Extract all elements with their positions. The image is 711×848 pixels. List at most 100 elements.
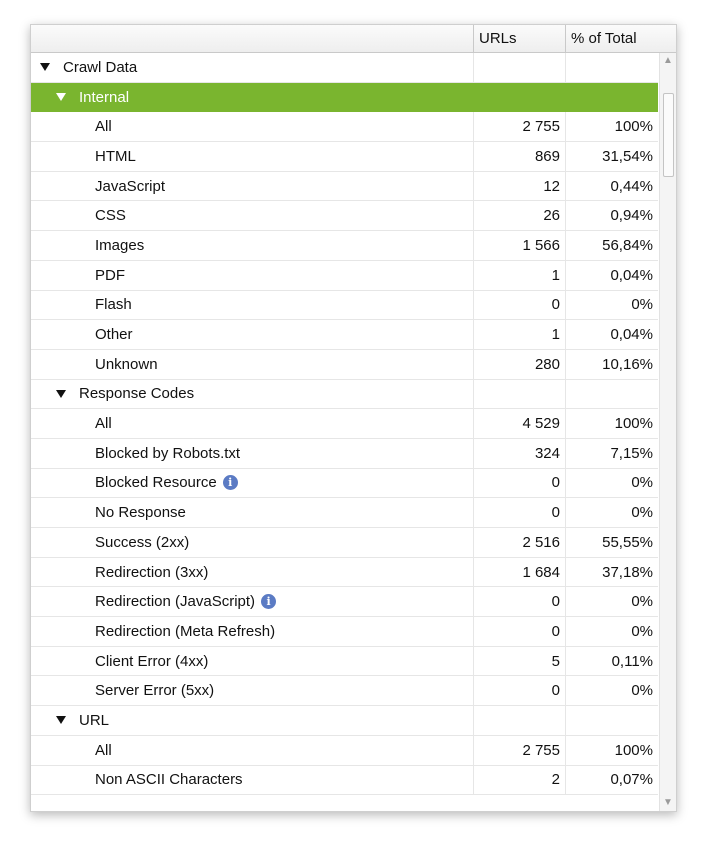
tree-group-row[interactable]: Crawl Data bbox=[31, 53, 658, 83]
row-label: HTML bbox=[95, 147, 136, 165]
row-label: Blocked Resource bbox=[95, 474, 217, 492]
row-label: Internal bbox=[79, 88, 130, 106]
scrollbar-thumb[interactable] bbox=[663, 93, 674, 177]
table-row[interactable]: Server Error (5xx) 0 0% bbox=[31, 676, 658, 707]
row-urls-cell bbox=[474, 82, 566, 112]
crawl-overview-panel: URLs % of Total Crawl Data Internal All 2 7… bbox=[30, 24, 677, 812]
row-label: JavaScript bbox=[95, 177, 166, 195]
triangle-down-icon[interactable] bbox=[40, 63, 50, 72]
row-name-cell: Images bbox=[31, 231, 474, 260]
row-urls-cell: 1 bbox=[474, 320, 566, 349]
row-percent-cell: 37,18% bbox=[602, 563, 653, 581]
chevron-down-icon[interactable]: ▼ bbox=[663, 797, 673, 808]
table-row[interactable]: HTML 869 31,54% bbox=[31, 142, 658, 172]
row-label: PDF bbox=[95, 266, 125, 284]
table-row[interactable]: Success (2xx) 2 516 55,55% bbox=[31, 528, 658, 558]
row-label: Server Error (5xx) bbox=[95, 682, 215, 700]
row-percent-cell: 0,04% bbox=[610, 266, 653, 284]
table-row[interactable]: Unknown 280 10,16% bbox=[31, 349, 658, 380]
row-urls-cell: 26 bbox=[474, 201, 566, 231]
row-percent-cell bbox=[566, 83, 658, 112]
row-name-cell: Response Codes bbox=[31, 379, 474, 409]
row-percent-cell: 31,54% bbox=[602, 147, 653, 165]
row-percent-cell: 0,04% bbox=[610, 326, 653, 344]
row-label: Other bbox=[95, 326, 133, 344]
row-name-cell: HTML bbox=[31, 142, 474, 171]
row-percent-cell bbox=[566, 706, 658, 735]
row-percent-cell: 0,07% bbox=[610, 771, 653, 789]
row-urls-cell: 0 bbox=[474, 468, 566, 498]
row-name-cell: Blocked Resource i bbox=[31, 468, 474, 498]
row-urls-cell bbox=[474, 379, 566, 409]
row-urls-cell bbox=[474, 53, 566, 82]
row-percent-cell bbox=[566, 53, 658, 82]
row-urls-cell: 2 bbox=[474, 765, 566, 795]
table-row[interactable]: Flash 0 0% bbox=[31, 290, 658, 321]
row-name-cell: Non ASCII Characters bbox=[31, 765, 474, 795]
row-name-cell: Client Error (4xx) bbox=[31, 646, 474, 676]
table-row[interactable]: Blocked Resource i 0 0% bbox=[31, 468, 658, 499]
row-name-cell: Redirection (Meta Refresh) bbox=[31, 617, 474, 646]
chevron-up-icon[interactable]: ▲ bbox=[663, 55, 673, 66]
row-name-cell: All bbox=[31, 409, 474, 438]
row-name-cell: Flash bbox=[31, 290, 474, 320]
vertical-scrollbar[interactable]: ▲ ▼ bbox=[659, 53, 676, 811]
row-urls-cell: 4 529 bbox=[474, 409, 566, 438]
info-icon[interactable]: i bbox=[222, 475, 238, 491]
table-row[interactable]: All 2 755 100% bbox=[31, 112, 658, 143]
row-label: All bbox=[95, 741, 112, 759]
row-percent-cell: 55,55% bbox=[602, 533, 653, 551]
row-urls-cell: 2 755 bbox=[474, 112, 566, 142]
row-percent-cell: 7,15% bbox=[610, 444, 653, 462]
table-row[interactable]: Redirection (Meta Refresh) 0 0% bbox=[31, 617, 658, 647]
table-row[interactable]: JavaScript 12 0,44% bbox=[31, 171, 658, 202]
row-label: Unknown bbox=[95, 355, 158, 373]
table-header: URLs % of Total bbox=[31, 25, 659, 53]
row-name-cell: JavaScript bbox=[31, 171, 474, 201]
tree-group-row[interactable]: Response Codes bbox=[31, 379, 658, 410]
row-percent-cell: 100% bbox=[614, 415, 653, 433]
triangle-down-icon[interactable] bbox=[56, 389, 66, 398]
row-urls-cell: 0 bbox=[474, 617, 566, 646]
table-row[interactable]: Redirection (JavaScript) i 0 0% bbox=[31, 587, 658, 618]
column-header-urls[interactable]: URLs bbox=[474, 25, 566, 52]
row-urls-cell: 280 bbox=[474, 349, 566, 379]
row-percent-cell: 0% bbox=[631, 622, 653, 640]
row-percent-cell: 0% bbox=[631, 474, 653, 492]
row-label: Images bbox=[95, 236, 145, 254]
table-row[interactable]: No Response 0 0% bbox=[31, 498, 658, 528]
row-percent-cell: 0,94% bbox=[610, 207, 653, 225]
row-name-cell: URL bbox=[31, 706, 474, 735]
info-icon[interactable]: i bbox=[261, 594, 277, 610]
row-name-cell: Redirection (JavaScript) i bbox=[31, 587, 474, 617]
row-label: Response Codes bbox=[79, 385, 195, 403]
column-header-name[interactable] bbox=[31, 25, 474, 52]
row-label: Blocked by Robots.txt bbox=[95, 444, 241, 462]
table-row[interactable]: Redirection (3xx) 1 684 37,18% bbox=[31, 557, 658, 588]
table-row[interactable]: Images 1 566 56,84% bbox=[31, 231, 658, 261]
table-row[interactable]: Non ASCII Characters 2 0,07% bbox=[31, 765, 658, 796]
table-row[interactable]: All 2 755 100% bbox=[31, 735, 658, 766]
row-name-cell: All bbox=[31, 112, 474, 142]
row-name-cell: CSS bbox=[31, 201, 474, 231]
row-urls-cell: 1 566 bbox=[474, 231, 566, 260]
table-row[interactable]: Blocked by Robots.txt 324 7,15% bbox=[31, 438, 658, 469]
row-label: Redirection (3xx) bbox=[95, 563, 209, 581]
table-row[interactable]: Other 1 0,04% bbox=[31, 320, 658, 350]
table-row[interactable]: All 4 529 100% bbox=[31, 409, 658, 439]
row-percent-cell: 100% bbox=[614, 118, 653, 136]
row-name-cell: Success (2xx) bbox=[31, 528, 474, 557]
row-urls-cell: 869 bbox=[474, 142, 566, 171]
tree-group-row[interactable]: URL bbox=[31, 706, 658, 736]
row-label: All bbox=[95, 118, 112, 136]
table-row[interactable]: PDF 1 0,04% bbox=[31, 260, 658, 291]
triangle-down-icon[interactable] bbox=[56, 716, 66, 725]
table-row[interactable]: Client Error (4xx) 5 0,11% bbox=[31, 646, 658, 677]
row-urls-cell: 2 755 bbox=[474, 735, 566, 765]
tree-group-row[interactable]: Internal bbox=[31, 82, 658, 113]
row-percent-cell: 0% bbox=[631, 504, 653, 522]
table-row[interactable]: CSS 26 0,94% bbox=[31, 201, 658, 232]
row-label: Crawl Data bbox=[63, 58, 138, 76]
column-header-percent[interactable]: % of Total bbox=[571, 30, 637, 47]
triangle-down-icon[interactable] bbox=[56, 93, 66, 102]
